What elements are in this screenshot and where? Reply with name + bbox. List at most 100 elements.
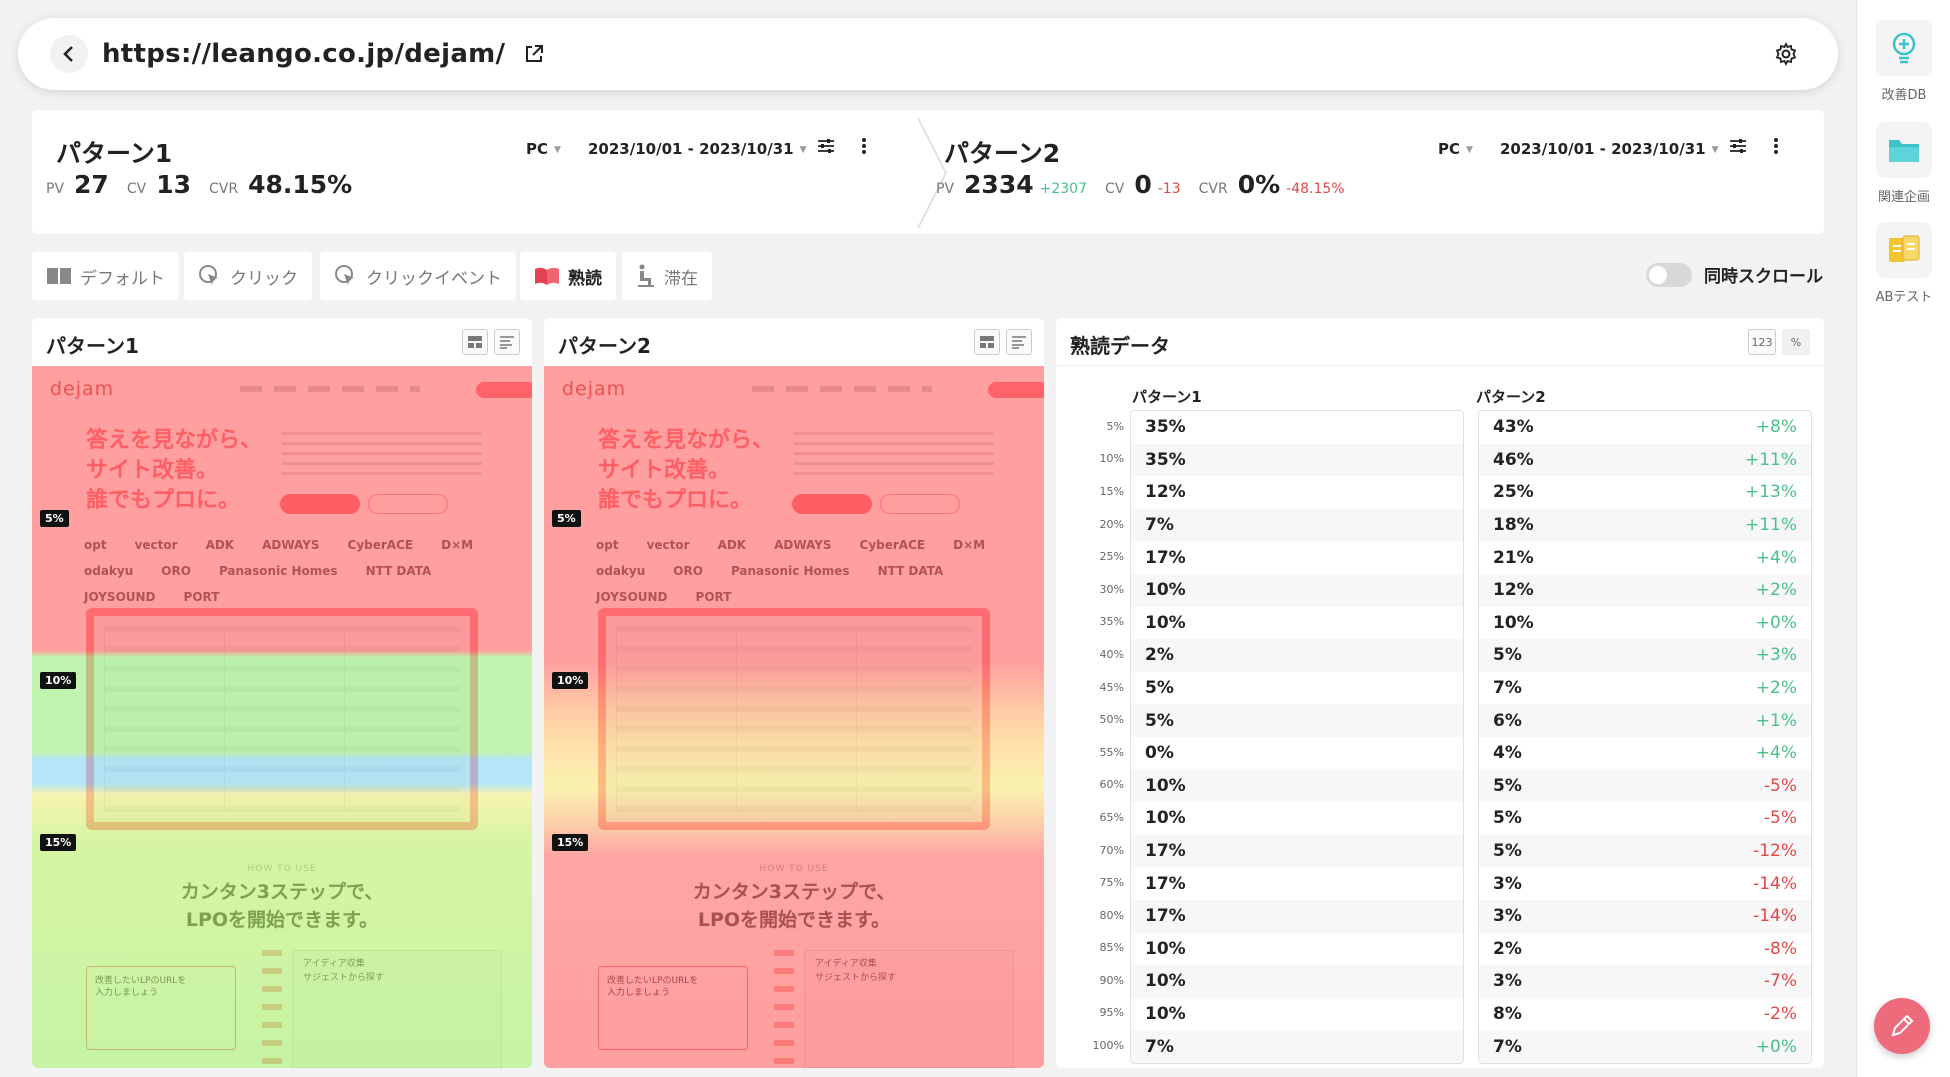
- client-logo: NTT DATA: [877, 564, 944, 578]
- reading-rate-diff: +11%: [1744, 515, 1797, 536]
- reading-rate: 10%: [1145, 971, 1186, 992]
- caret-down-icon: ▼: [799, 144, 807, 155]
- reading-rate-diff: +11%: [1744, 449, 1797, 470]
- external-link-icon[interactable]: [523, 43, 545, 65]
- lp-client-logos: opt vector ADK ADWAYS CyberACE D×M odakyu ORO Pa…: [84, 538, 504, 616]
- depth-label: 85%: [1099, 941, 1124, 955]
- client-logo: CyberACE: [859, 538, 926, 552]
- client-logo: PORT: [183, 590, 220, 604]
- reading-rate: 7%: [1145, 1036, 1174, 1057]
- cvr-value: 48.15%: [248, 170, 353, 199]
- client-logo: PORT: [695, 590, 732, 604]
- reading-rate: 17%: [1145, 547, 1186, 568]
- cursor-click-icon: [199, 265, 218, 285]
- reading-rate: 18%: [1493, 515, 1534, 536]
- table-row: 17%: [1131, 899, 1463, 933]
- table-row: 5% -5%: [1479, 802, 1811, 835]
- rail-item-related-plans[interactable]: 関連企画: [1857, 122, 1950, 205]
- more-menu-button[interactable]: [854, 136, 874, 156]
- page-url[interactable]: https://leango.co.jp/dejam/: [102, 39, 506, 69]
- lightbulb-icon: [1876, 20, 1932, 76]
- percent-mode-button[interactable]: %: [1782, 329, 1810, 355]
- page-screenshot[interactable]: dejam 答えを見ながら、 サイト改善。 誰でもプロに。 opt vector A…: [544, 366, 1044, 1068]
- reading-rate-diff: -5%: [1763, 775, 1797, 796]
- cv-label: CV: [1104, 181, 1125, 197]
- reading-rate: 5%: [1493, 645, 1522, 666]
- reading-rate: 25%: [1493, 482, 1534, 503]
- pattern-title: パターン1: [56, 139, 173, 168]
- depth-label: 50%: [1099, 713, 1124, 727]
- mode-click-button[interactable]: クリック: [184, 252, 312, 300]
- number-mode-button[interactable]: 123: [1748, 329, 1776, 355]
- mode-reading-button[interactable]: 熟読: [520, 252, 616, 300]
- reading-rate: 46%: [1493, 449, 1534, 470]
- table-row: 10%: [1131, 573, 1463, 607]
- client-logo: vector: [134, 538, 178, 552]
- pattern1-summary: パターン1 PV 27 CV 13 CVR 48.15% PC ▼ 2023/10…: [32, 110, 912, 234]
- depth-label: 95%: [1099, 1006, 1124, 1020]
- lp-client-logos: opt vector ADK ADWAYS CyberACE D×M odakyu ORO Pa…: [596, 538, 1016, 616]
- sync-scroll-toggle[interactable]: 同時スクロール: [1646, 262, 1823, 287]
- filter-button[interactable]: [1728, 136, 1748, 156]
- layout-toggle-button[interactable]: [462, 329, 488, 355]
- more-menu-button[interactable]: [1766, 136, 1786, 156]
- back-button[interactable]: [50, 35, 88, 73]
- cursor-click-icon: [335, 265, 354, 285]
- reading-rate: 35%: [1145, 449, 1186, 470]
- date-range-select[interactable]: 2023/10/01 - 2023/10/31 ▼: [588, 140, 807, 158]
- filter-button[interactable]: [816, 136, 836, 156]
- mode-click-event-button[interactable]: クリックイベント: [320, 252, 516, 300]
- reading-rate: 10%: [1145, 775, 1186, 796]
- panel-header: パターン2: [544, 318, 1044, 366]
- table-row: 10%: [1131, 802, 1463, 835]
- reading-rate: 10%: [1145, 938, 1186, 959]
- pattern-divider: [917, 118, 948, 228]
- mode-stay-button[interactable]: 滞在: [622, 252, 712, 300]
- page-screenshot[interactable]: dejam 答えを見ながら、 サイト改善。 誰でもプロに。 opt vector A…: [32, 366, 532, 1068]
- toggle-switch[interactable]: [1646, 262, 1692, 287]
- layout-toggle-button[interactable]: [974, 329, 1000, 355]
- date-range-select[interactable]: 2023/10/01 - 2023/10/31 ▼: [1500, 140, 1719, 158]
- reading-rate: 10%: [1145, 1003, 1186, 1024]
- table-row: 10% +0%: [1479, 607, 1811, 640]
- client-logo: Panasonic Homes: [218, 564, 338, 578]
- table-row: 12%: [1131, 476, 1463, 509]
- rail-item-ab-test[interactable]: ABテスト: [1857, 222, 1950, 305]
- caret-down-icon: ▼: [554, 144, 561, 155]
- text-view-button[interactable]: [1006, 329, 1032, 355]
- reading-rate: 5%: [1493, 808, 1522, 829]
- pv-label: PV: [46, 181, 65, 197]
- reading-rate-diff: -8%: [1763, 938, 1797, 959]
- client-logo: odakyu: [84, 564, 134, 578]
- table-row: 10%: [1131, 933, 1463, 966]
- folder-icon: [1876, 122, 1932, 178]
- reading-rate: 43%: [1493, 417, 1534, 438]
- reading-rate: 10%: [1493, 612, 1534, 633]
- lp-cta-primary: [792, 494, 872, 514]
- edit-fab-button[interactable]: [1874, 998, 1930, 1054]
- mode-default-button[interactable]: デフォルト: [32, 252, 179, 300]
- text-view-button[interactable]: [494, 329, 520, 355]
- device-select[interactable]: PC ▼: [526, 140, 561, 158]
- client-logo: vector: [646, 538, 690, 552]
- panel-header: 熟読データ 123 %: [1056, 318, 1824, 366]
- table-row: 0%: [1131, 737, 1463, 770]
- reading-rate: 7%: [1493, 678, 1522, 699]
- client-logo: ADK: [717, 538, 747, 552]
- table-row: 21% +4%: [1479, 541, 1811, 574]
- mode-label: デフォルト: [80, 268, 165, 289]
- table-row: 5% -12%: [1479, 834, 1811, 868]
- cvr-delta: -48.15%: [1286, 181, 1345, 197]
- device-select[interactable]: PC ▼: [1438, 140, 1473, 158]
- table-row: 17%: [1131, 834, 1463, 868]
- table-row: 17%: [1131, 867, 1463, 900]
- rail-item-improvement-db[interactable]: 改善DB: [1857, 20, 1950, 103]
- gear-icon[interactable]: [1774, 42, 1798, 66]
- reading-rate: 3%: [1493, 873, 1522, 894]
- depth-label: 20%: [1099, 517, 1124, 531]
- mode-label: 熟読: [568, 268, 602, 289]
- open-book-icon: [535, 267, 559, 285]
- reading-rate: 2%: [1145, 645, 1174, 666]
- lp-logo: dejam: [50, 378, 115, 400]
- reading-rate: 3%: [1493, 971, 1522, 992]
